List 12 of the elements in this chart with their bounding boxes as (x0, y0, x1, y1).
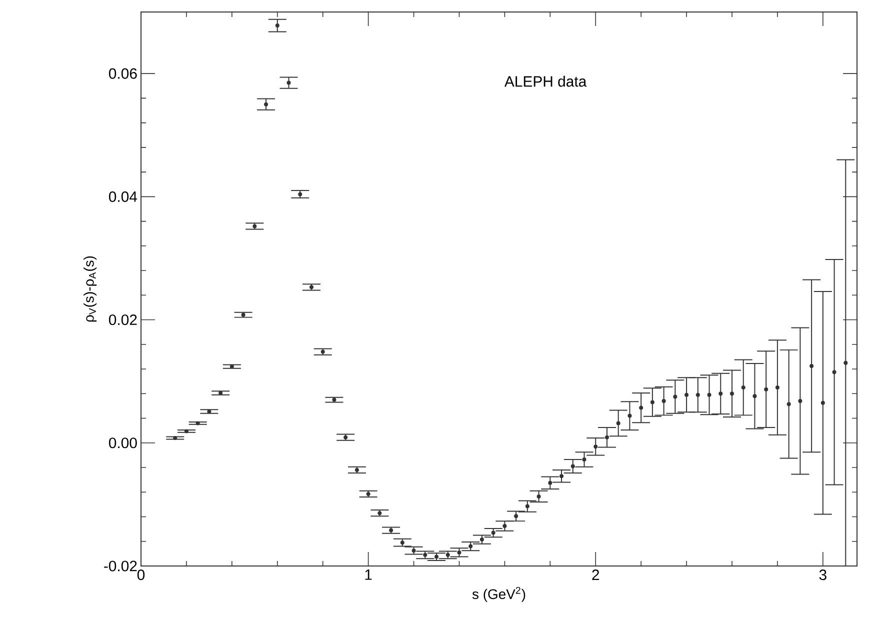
x-tick-label: 2 (592, 570, 600, 580)
y-tick-label: 0.02 (108, 314, 137, 326)
x-axis-title: s (GeV$^{2}$) (472, 586, 526, 602)
y-tick-label: 0.04 (108, 191, 138, 202)
y-tick-label: 0.00 (108, 438, 137, 448)
y-tick-label: 0.06 (108, 68, 137, 79)
x-tick-label: 1 (365, 570, 372, 580)
x-tick-label: 0 (137, 570, 145, 580)
x-tick-label: 3 (819, 570, 826, 580)
y-tick-label: -0.02 (104, 560, 137, 572)
y-axis-title: ρ$_{V}$(s)-ρ$_{A}$(s) (84, 256, 97, 322)
annotation: ALEPH data (504, 76, 587, 87)
